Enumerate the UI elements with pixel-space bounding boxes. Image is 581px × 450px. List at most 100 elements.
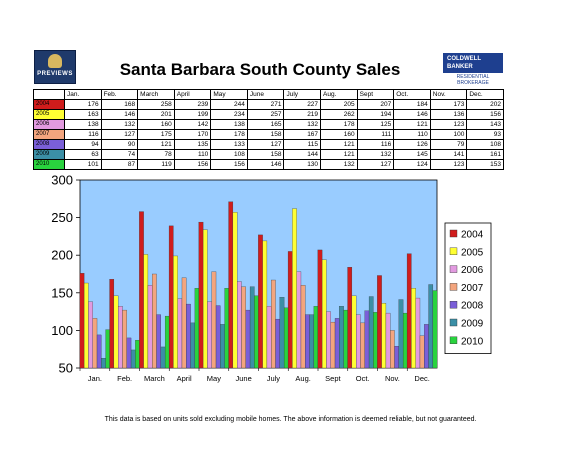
bar-2009 bbox=[160, 346, 166, 369]
x-tick-label: Aug. bbox=[295, 374, 310, 383]
bar-2007 bbox=[211, 271, 217, 369]
bar-2007 bbox=[122, 309, 127, 369]
legend-label: 2006 bbox=[461, 265, 484, 276]
bar-2006 bbox=[326, 311, 331, 369]
y-tick-label: 300 bbox=[51, 173, 73, 188]
bar-2008 bbox=[424, 324, 429, 369]
table-row: 2006 138 132 160 142 138 165 132 178 125 121 123 143 bbox=[33, 119, 504, 130]
bar-2006 bbox=[118, 306, 123, 369]
legend-label: 2010 bbox=[461, 336, 484, 347]
x-tick-label: Oct. bbox=[356, 374, 370, 383]
bar-2008 bbox=[394, 346, 399, 369]
bar-2008 bbox=[305, 314, 310, 369]
bar-2004 bbox=[109, 279, 115, 369]
coldwell-banker-logo: COLDWELL BANKER RESIDENTIAL BROKERAGE bbox=[443, 53, 503, 86]
bar-2005 bbox=[321, 259, 327, 369]
x-tick-label: June bbox=[235, 374, 251, 383]
bar-2008 bbox=[126, 337, 132, 369]
bar-2004 bbox=[317, 249, 323, 369]
bar-2006 bbox=[266, 306, 272, 369]
x-tick-label: July bbox=[267, 374, 281, 383]
bar-2007 bbox=[152, 273, 157, 369]
bar-2006 bbox=[356, 314, 361, 369]
x-tick-label: March bbox=[144, 374, 165, 383]
sales-data-table: Jan. Feb. March April May June July Aug. Sept Oct… bbox=[33, 89, 504, 170]
bar-2010 bbox=[254, 295, 259, 369]
bar-2010 bbox=[105, 329, 111, 369]
x-tick-label: Dec. bbox=[414, 374, 429, 383]
bar-2005 bbox=[381, 303, 387, 369]
y-tick-label: 100 bbox=[51, 323, 73, 338]
bar-2004 bbox=[228, 201, 234, 369]
previews-logo: PREVIEWS bbox=[34, 50, 76, 84]
y-tick-label: 50 bbox=[59, 361, 73, 376]
table-year-cell: 2010 bbox=[33, 159, 65, 170]
bar-2007 bbox=[241, 286, 246, 369]
legend-swatch bbox=[449, 283, 458, 291]
bar-2007 bbox=[271, 279, 276, 369]
legend-swatch bbox=[449, 229, 458, 238]
bar-2009 bbox=[368, 296, 374, 369]
bar-2009 bbox=[190, 322, 196, 369]
table-year-label: 2010 bbox=[34, 160, 64, 169]
bar-2007 bbox=[360, 322, 365, 369]
bar-2009 bbox=[249, 286, 255, 369]
legend-label: 2004 bbox=[461, 230, 484, 241]
bar-2008 bbox=[364, 310, 370, 369]
bar-2008 bbox=[275, 318, 280, 369]
x-tick-label: April bbox=[177, 374, 192, 383]
bar-2010 bbox=[135, 340, 140, 369]
table-year-label: 2004 bbox=[34, 100, 64, 109]
table-year-label: 2009 bbox=[34, 150, 64, 159]
bar-2006 bbox=[88, 301, 93, 369]
legend-label: 2009 bbox=[461, 319, 484, 330]
table-header-row: Jan. Feb. March April May June July Aug. Sept Oct… bbox=[33, 89, 504, 100]
bar-2008 bbox=[334, 318, 340, 369]
bar-2004 bbox=[377, 275, 382, 369]
bar-2006 bbox=[237, 281, 242, 369]
coldwell-banker-logo-line1: COLDWELL bbox=[447, 56, 481, 62]
bar-2009 bbox=[398, 299, 404, 369]
bar-2010 bbox=[283, 307, 289, 369]
x-tick-label: May bbox=[207, 374, 221, 383]
table-row: 2008 94 90 121 135 133 127 115 121 116 126 79 108 bbox=[33, 139, 504, 150]
x-tick-label: Jan. bbox=[88, 374, 102, 383]
bar-2004 bbox=[287, 251, 293, 369]
bar-2007 bbox=[390, 330, 395, 369]
y-tick-label: 250 bbox=[51, 210, 73, 225]
bar-2009 bbox=[309, 314, 315, 369]
bar-2008 bbox=[186, 303, 191, 369]
x-tick-label: Nov. bbox=[385, 374, 400, 383]
bar-2005 bbox=[113, 295, 119, 369]
bar-2005 bbox=[262, 240, 268, 369]
bar-2006 bbox=[415, 297, 421, 369]
bar-2005 bbox=[351, 295, 357, 369]
bar-2010 bbox=[402, 312, 408, 369]
bar-2004 bbox=[347, 267, 353, 369]
bar-2004 bbox=[139, 211, 144, 369]
footnote: This data is based on units sold excludi… bbox=[104, 416, 477, 423]
legend-swatch bbox=[449, 336, 458, 344]
bar-2009 bbox=[339, 306, 344, 369]
table-year-label: 2006 bbox=[34, 120, 64, 129]
y-tick-label: 200 bbox=[51, 248, 73, 263]
page-title: Santa Barbara South County Sales bbox=[119, 60, 401, 79]
bar-2005 bbox=[202, 229, 208, 369]
bar-2007 bbox=[330, 321, 336, 369]
coldwell-banker-logo-line3: RESIDENTIAL BROKERAGE bbox=[456, 74, 490, 86]
bar-2010 bbox=[343, 309, 349, 369]
bar-2004 bbox=[168, 225, 174, 369]
bar-2005 bbox=[143, 254, 149, 369]
bar-2008 bbox=[156, 314, 161, 369]
x-tick-label: Feb. bbox=[117, 374, 132, 383]
table-row: 2010 101 87 119 156 156 146 130 132 127 124 123 153 bbox=[33, 159, 504, 170]
legend-label: 2005 bbox=[461, 247, 484, 258]
bar-2004 bbox=[79, 273, 85, 369]
bar-2006 bbox=[207, 301, 212, 369]
bar-2004 bbox=[258, 234, 263, 369]
table-row: 2004 176 168 258 239 244 271 227 205 207 184 173 202 bbox=[33, 99, 504, 110]
bar-2004 bbox=[406, 253, 412, 369]
bar-2008 bbox=[215, 305, 221, 369]
bar-2009 bbox=[101, 358, 106, 369]
